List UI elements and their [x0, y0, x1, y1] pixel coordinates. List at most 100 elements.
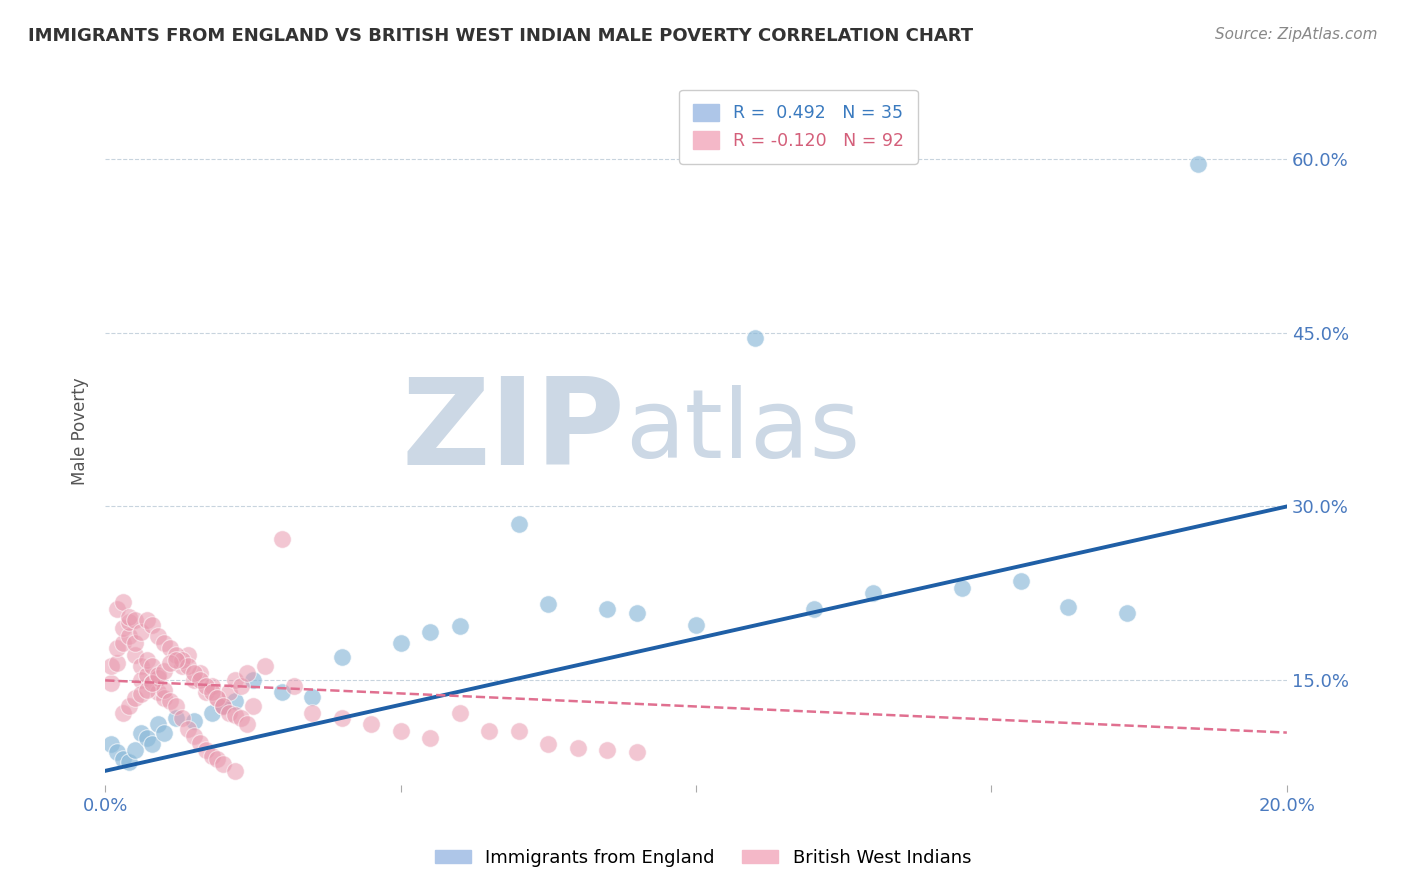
- Point: [803, 601, 825, 615]
- Point: [194, 679, 217, 693]
- Point: [224, 673, 246, 688]
- Point: [360, 717, 382, 731]
- Point: [207, 690, 229, 705]
- Point: [165, 648, 187, 662]
- Point: [212, 756, 235, 771]
- Point: [148, 685, 170, 699]
- Point: [744, 331, 766, 345]
- Y-axis label: Male Poverty: Male Poverty: [72, 377, 89, 485]
- Point: [242, 673, 264, 688]
- Point: [141, 617, 163, 632]
- Point: [478, 724, 501, 739]
- Point: [1187, 157, 1209, 171]
- Point: [212, 698, 235, 713]
- Point: [194, 685, 217, 699]
- Point: [236, 717, 259, 731]
- Point: [111, 621, 134, 635]
- Point: [118, 615, 141, 630]
- Point: [218, 706, 240, 720]
- Point: [389, 724, 412, 739]
- Point: [194, 743, 217, 757]
- Point: [177, 648, 200, 662]
- Point: [301, 706, 323, 720]
- Text: IMMIGRANTS FROM ENGLAND VS BRITISH WEST INDIAN MALE POVERTY CORRELATION CHART: IMMIGRANTS FROM ENGLAND VS BRITISH WEST …: [28, 27, 973, 45]
- Point: [212, 698, 235, 713]
- Point: [212, 698, 235, 713]
- Point: [188, 736, 211, 750]
- Point: [170, 659, 193, 673]
- Point: [301, 690, 323, 704]
- Point: [148, 717, 170, 731]
- Point: [207, 752, 229, 766]
- Point: [218, 685, 240, 699]
- Point: [1116, 606, 1139, 620]
- Point: [141, 659, 163, 673]
- Point: [118, 629, 141, 643]
- Point: [862, 586, 884, 600]
- Point: [330, 710, 353, 724]
- Text: ZIP: ZIP: [401, 373, 626, 490]
- Point: [124, 613, 146, 627]
- Point: [271, 532, 294, 546]
- Point: [165, 710, 187, 724]
- Point: [148, 629, 170, 643]
- Point: [200, 706, 222, 720]
- Point: [135, 613, 157, 627]
- Point: [626, 745, 648, 759]
- Point: [177, 659, 200, 673]
- Point: [242, 698, 264, 713]
- Legend: Immigrants from England, British West Indians: Immigrants from England, British West In…: [427, 842, 979, 874]
- Point: [170, 652, 193, 666]
- Point: [537, 737, 560, 751]
- Point: [153, 682, 176, 697]
- Point: [200, 748, 222, 763]
- Point: [135, 652, 157, 666]
- Point: [229, 710, 252, 724]
- Point: [229, 679, 252, 693]
- Point: [159, 640, 181, 655]
- Point: [200, 685, 222, 699]
- Point: [111, 594, 134, 608]
- Point: [537, 597, 560, 611]
- Point: [135, 682, 157, 697]
- Point: [950, 581, 973, 595]
- Point: [129, 725, 152, 739]
- Point: [330, 650, 353, 665]
- Point: [141, 675, 163, 690]
- Point: [596, 601, 619, 615]
- Point: [124, 636, 146, 650]
- Point: [129, 687, 152, 701]
- Point: [153, 725, 176, 739]
- Point: [419, 731, 441, 746]
- Point: [153, 636, 176, 650]
- Point: [224, 708, 246, 723]
- Point: [183, 729, 205, 743]
- Point: [183, 666, 205, 681]
- Point: [129, 659, 152, 673]
- Point: [129, 673, 152, 688]
- Point: [685, 617, 707, 632]
- Point: [159, 656, 181, 670]
- Point: [124, 648, 146, 662]
- Point: [105, 601, 128, 615]
- Point: [118, 698, 141, 713]
- Point: [165, 698, 187, 713]
- Point: [118, 755, 141, 769]
- Point: [135, 667, 157, 681]
- Point: [283, 679, 305, 693]
- Point: [188, 666, 211, 681]
- Point: [141, 737, 163, 751]
- Point: [177, 722, 200, 736]
- Point: [124, 743, 146, 757]
- Point: [135, 731, 157, 746]
- Point: [165, 652, 187, 666]
- Point: [124, 690, 146, 705]
- Point: [626, 606, 648, 620]
- Point: [153, 690, 176, 705]
- Point: [253, 659, 276, 673]
- Point: [596, 743, 619, 757]
- Point: [118, 609, 141, 624]
- Point: [111, 636, 134, 650]
- Text: atlas: atlas: [626, 384, 860, 477]
- Point: [100, 659, 122, 673]
